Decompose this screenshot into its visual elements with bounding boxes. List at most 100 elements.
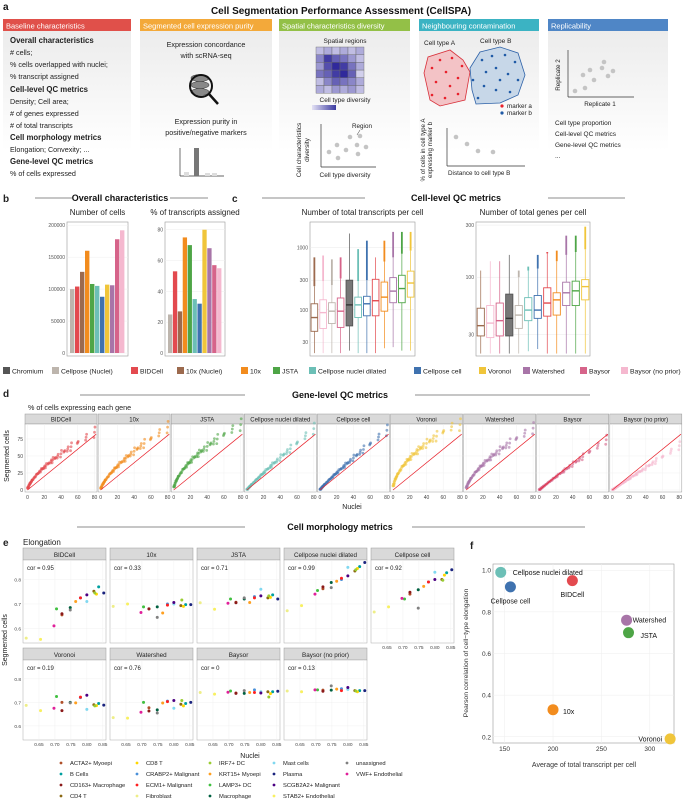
data-point (102, 703, 106, 707)
marker-a-dot (444, 70, 448, 74)
x-tick-label: 20 (407, 495, 413, 501)
bar-bidcell (75, 286, 80, 353)
x-axis-label: Average of total transcript per cell (532, 762, 637, 769)
outliers (527, 266, 530, 271)
data-point (421, 447, 425, 450)
data-point (132, 453, 135, 457)
identity-line (538, 433, 609, 491)
data-point (403, 597, 407, 601)
data-point (139, 610, 143, 614)
x-tick-label: 80 (677, 495, 683, 501)
bar-cellpose-nuclei- (70, 289, 75, 353)
data-point (93, 704, 97, 708)
data-point (303, 437, 307, 441)
legend-item: 10x (241, 367, 262, 376)
x-tick-label: 0.65 (208, 742, 218, 748)
bar-10x-nuclei- (177, 311, 183, 353)
data-point (155, 605, 159, 609)
data-point (648, 463, 652, 467)
box (371, 278, 380, 317)
y-tick-label: 0.7 (14, 700, 21, 706)
box (552, 292, 561, 316)
y-tick-label: 1.0 (482, 568, 491, 575)
legend-item: 10x (Nuclei) (177, 367, 222, 376)
data-point (433, 570, 437, 574)
data-point (504, 446, 508, 450)
data-point (352, 453, 356, 457)
y-tick-label: 30 (468, 332, 474, 338)
y-axis-label: Pearson correlation of cell−type elongat… (463, 588, 470, 717)
data-point (65, 449, 69, 453)
data-point (508, 441, 512, 445)
data-point (669, 451, 672, 455)
x-tick-label: 40 (351, 495, 357, 501)
box (562, 281, 571, 307)
correlation-label: cor = 0.71 (201, 566, 229, 572)
data-point (604, 438, 608, 442)
marker-b-dot (508, 90, 512, 94)
data-point (285, 689, 289, 693)
x-tick-label: 0 (465, 495, 468, 501)
scatter-point (580, 72, 586, 78)
data-point (289, 443, 293, 447)
data-point (56, 452, 60, 456)
point-cellpose-nuclei-dilated (495, 566, 507, 578)
data-point (142, 605, 146, 609)
data-point (259, 691, 263, 695)
boxplot-voronoi (406, 231, 415, 351)
data-point (416, 452, 420, 456)
cell-morphology-title: Cell morphology metrics (287, 522, 393, 532)
legend-item: Watershed (523, 367, 565, 376)
data-point (433, 578, 437, 582)
bar-watershed (207, 248, 212, 353)
data-point (570, 465, 574, 468)
data-point (24, 703, 28, 707)
x-tick-label: 60 (514, 495, 520, 501)
plot-area (109, 559, 194, 644)
x-tick-label: 0 (245, 495, 248, 501)
heatmap-cell (331, 46, 341, 55)
data-point (363, 560, 367, 564)
chart-title: Number of total transcripts per cell (302, 208, 424, 217)
y-tick-label: 0.4 (482, 693, 491, 700)
scatter-point (453, 134, 459, 140)
x-tick-label: 40 (570, 495, 576, 501)
data-point (346, 686, 350, 690)
facet-cellpose-nuclei-dilated: Cellpose nuclei dilated 0 20 40 60 80 (244, 413, 317, 501)
x-tick-label: 60 (75, 495, 81, 501)
marker-a-dot (448, 84, 452, 88)
point-jsta (623, 627, 635, 639)
legend-swatch (241, 367, 248, 374)
plot-area (475, 221, 591, 357)
box (328, 302, 336, 325)
y-tick-label: 0.8 (14, 677, 21, 683)
data-point (238, 429, 242, 433)
identity-line (392, 433, 462, 491)
marker-b-dot (490, 54, 494, 58)
data-point (78, 596, 82, 600)
x-tick-label: 0.70 (311, 742, 321, 748)
data-point (270, 463, 274, 467)
data-point (179, 604, 183, 608)
boxplot-cellpose-nuclei-dilated (354, 249, 362, 354)
x-tick-label: 0 (611, 495, 614, 501)
marker-b-dot (516, 78, 520, 82)
baseline-item: % of cells expressed (10, 169, 76, 178)
data-point (85, 693, 89, 697)
legend-item: B Cells (59, 772, 88, 778)
data-point (304, 434, 307, 438)
gene-level-qc-title: Gene-level QC metrics (292, 390, 388, 400)
data-point (165, 431, 169, 435)
legend-swatch (414, 367, 421, 374)
bar-cellpose-cell (100, 296, 105, 353)
data-point (435, 429, 439, 433)
data-point (161, 611, 165, 615)
boxplot-watershed (562, 235, 571, 354)
chart-title: Number of cells (70, 208, 126, 217)
data-point (321, 585, 325, 589)
data-point (85, 432, 89, 436)
data-point (363, 689, 367, 693)
plot-area (370, 559, 455, 644)
boxplot-cellpose-nuclei-dilated (524, 266, 533, 352)
data-point (532, 421, 535, 424)
